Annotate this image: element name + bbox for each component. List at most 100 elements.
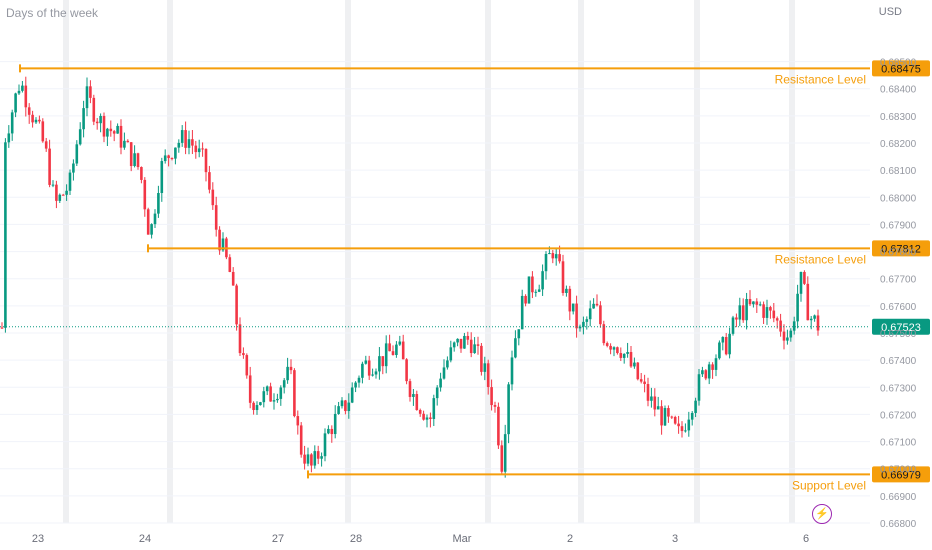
candle[interactable] — [7, 125, 11, 148]
candle[interactable] — [735, 313, 738, 328]
candle[interactable] — [269, 382, 272, 402]
time-axis[interactable]: 23 24 27 28 Mar 2 3 6 — [32, 533, 809, 545]
candle[interactable] — [140, 166, 143, 184]
candle[interactable] — [592, 298, 595, 309]
candle[interactable] — [61, 193, 65, 196]
candle[interactable] — [537, 284, 541, 293]
candle[interactable] — [279, 385, 283, 406]
candle[interactable] — [524, 294, 527, 307]
candle[interactable] — [792, 316, 796, 335]
current-price-line[interactable]: 0.67523 — [0, 318, 930, 335]
candle[interactable] — [497, 402, 500, 449]
candle[interactable] — [68, 169, 72, 195]
candle[interactable] — [646, 377, 650, 407]
candle[interactable] — [323, 428, 327, 462]
candle[interactable] — [752, 301, 755, 308]
candle[interactable] — [327, 425, 330, 435]
candle[interactable] — [500, 440, 504, 475]
candle[interactable] — [544, 251, 548, 280]
candle[interactable] — [796, 284, 799, 329]
candle[interactable] — [701, 366, 704, 378]
candle[interactable] — [711, 362, 714, 379]
candle[interactable] — [694, 397, 697, 418]
candle[interactable] — [401, 334, 405, 360]
candle[interactable] — [367, 355, 371, 380]
candle[interactable] — [354, 381, 357, 393]
candle[interactable] — [160, 157, 164, 202]
candle[interactable] — [568, 285, 572, 321]
candle[interactable] — [286, 357, 289, 384]
candle[interactable] — [636, 361, 640, 381]
candle[interactable] — [480, 343, 483, 376]
candle[interactable] — [660, 400, 663, 435]
candle[interactable] — [486, 359, 490, 395]
candle[interactable] — [378, 347, 381, 380]
candle[interactable] — [310, 453, 313, 473]
candle[interactable] — [762, 301, 765, 325]
candle[interactable] — [639, 372, 643, 384]
candle[interactable] — [745, 292, 748, 330]
candle[interactable] — [609, 343, 612, 355]
candle[interactable] — [432, 394, 436, 427]
candle[interactable] — [177, 139, 181, 153]
candle[interactable] — [483, 356, 487, 381]
candle[interactable] — [231, 267, 235, 286]
candle[interactable] — [150, 223, 153, 239]
candle[interactable] — [602, 320, 606, 346]
candle[interactable] — [772, 303, 776, 323]
candle[interactable] — [418, 408, 422, 417]
candle[interactable] — [123, 132, 126, 150]
candle[interactable] — [170, 157, 174, 161]
candle[interactable] — [510, 350, 514, 391]
candle[interactable] — [316, 445, 320, 465]
candle[interactable] — [333, 405, 337, 439]
candle[interactable] — [24, 76, 28, 117]
candle[interactable] — [813, 314, 816, 322]
candle[interactable] — [490, 379, 493, 411]
candle[interactable] — [157, 185, 160, 218]
candle[interactable] — [78, 122, 82, 146]
candle[interactable] — [116, 123, 119, 134]
candle[interactable] — [92, 94, 96, 126]
candle[interactable] — [248, 366, 252, 409]
candle[interactable] — [425, 414, 429, 428]
candle[interactable] — [102, 112, 106, 143]
candle[interactable] — [507, 382, 510, 444]
level-lines[interactable]: Resistance Level 0.68475 Resistance Level 0… — [0, 60, 930, 492]
candle[interactable] — [340, 397, 344, 409]
candle[interactable] — [616, 346, 619, 355]
candle[interactable] — [204, 148, 208, 182]
candle[interactable] — [758, 301, 762, 307]
candle[interactable] — [769, 305, 772, 319]
candle[interactable] — [456, 338, 459, 347]
candle[interactable] — [731, 315, 735, 336]
candle[interactable] — [276, 393, 279, 403]
candle[interactable] — [174, 147, 177, 165]
candle[interactable] — [364, 355, 368, 365]
candle[interactable] — [422, 410, 425, 421]
candle[interactable] — [167, 154, 170, 167]
candle[interactable] — [605, 341, 609, 348]
candle[interactable] — [561, 254, 565, 296]
candle[interactable] — [184, 121, 187, 155]
candle[interactable] — [724, 333, 728, 356]
candle[interactable] — [473, 337, 476, 354]
candle[interactable] — [626, 342, 629, 358]
candle[interactable] — [95, 117, 99, 130]
candle[interactable] — [242, 347, 245, 359]
candle[interactable] — [163, 149, 167, 164]
candle[interactable] — [388, 334, 391, 352]
candle[interactable] — [786, 329, 789, 345]
candle[interactable] — [55, 180, 58, 209]
candle[interactable] — [265, 385, 269, 396]
candle[interactable] — [554, 248, 558, 266]
candle[interactable] — [748, 290, 752, 307]
candle[interactable] — [466, 331, 470, 345]
candle[interactable] — [344, 399, 347, 415]
candle[interactable] — [565, 285, 568, 297]
lightning-bolt-icon[interactable]: ⚡ — [812, 504, 832, 524]
candle[interactable] — [0, 322, 4, 329]
candle[interactable] — [44, 137, 48, 152]
candle[interactable] — [99, 113, 102, 133]
candle[interactable] — [541, 264, 544, 296]
